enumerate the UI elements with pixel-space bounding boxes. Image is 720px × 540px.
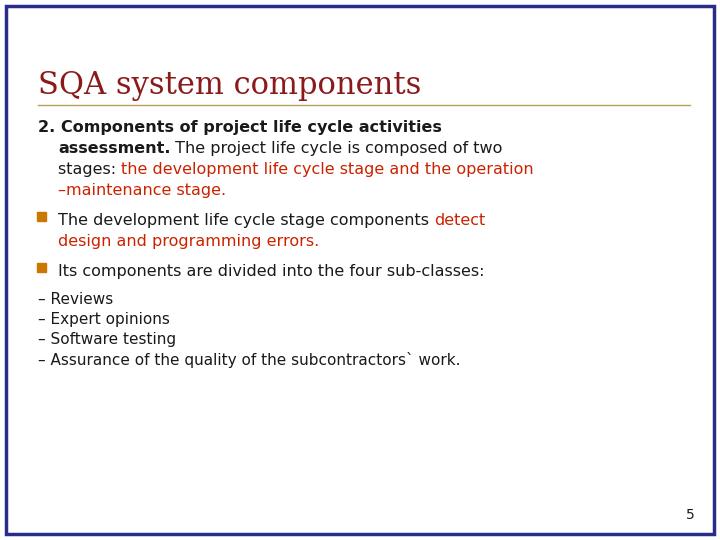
Bar	[37, 263, 46, 272]
Text: the development life cycle stage and the operation: the development life cycle stage and the…	[121, 162, 534, 177]
Text: – Expert opinions: – Expert opinions	[38, 312, 170, 327]
Text: – Assurance of the quality of the subcontractors` work.: – Assurance of the quality of the subcon…	[38, 352, 461, 368]
Bar	[37, 212, 46, 221]
Text: design and programming errors.: design and programming errors.	[58, 234, 319, 249]
Text: stages:: stages:	[58, 162, 121, 177]
Text: – Software testing: – Software testing	[38, 332, 176, 347]
Text: SQA system components: SQA system components	[38, 70, 421, 101]
Text: Its components are divided into the four sub-classes:: Its components are divided into the four…	[58, 264, 485, 279]
Text: The project life cycle is composed of two: The project life cycle is composed of tw…	[171, 141, 503, 156]
Text: 5: 5	[686, 508, 695, 522]
Text: assessment.: assessment.	[58, 141, 171, 156]
Text: 2.: 2.	[38, 120, 61, 135]
Text: –maintenance stage.: –maintenance stage.	[58, 183, 226, 198]
Text: – Reviews: – Reviews	[38, 292, 113, 307]
Text: detect: detect	[434, 213, 485, 228]
Text: Components of project life cycle activities: Components of project life cycle activit…	[61, 120, 442, 135]
Text: The development life cycle stage components: The development life cycle stage compone…	[58, 213, 434, 228]
